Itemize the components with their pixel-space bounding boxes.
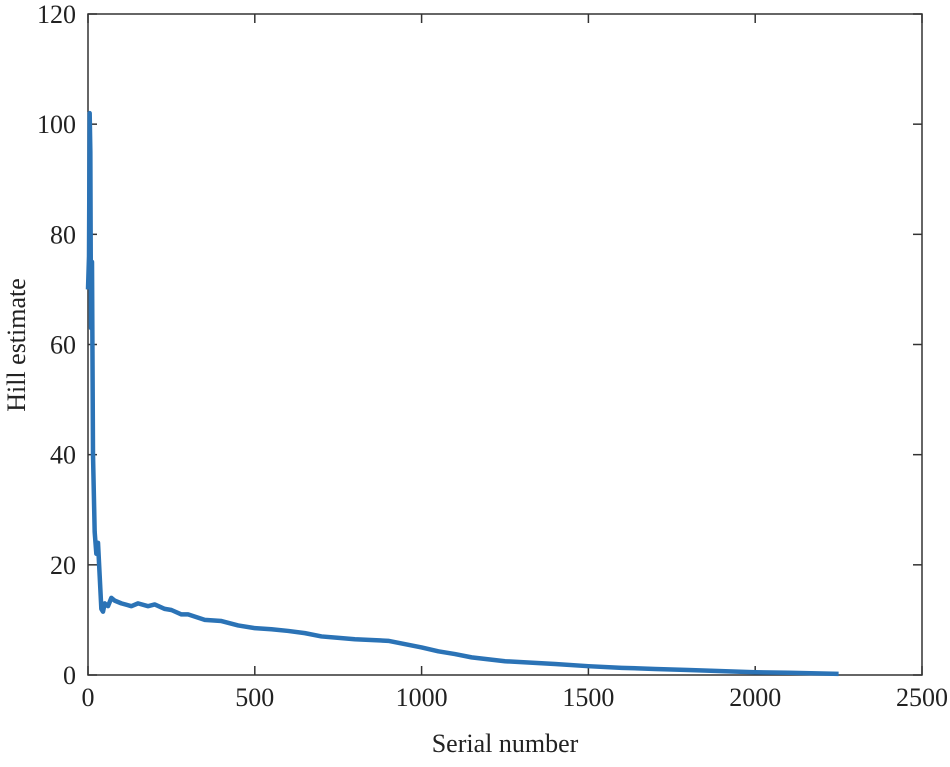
y-tick-label: 60: [50, 331, 76, 360]
y-axis-label: Hill estimate: [2, 278, 31, 412]
x-tick-label: 1500: [562, 683, 614, 712]
x-tick-label: 1000: [396, 683, 448, 712]
x-tick-label: 500: [235, 683, 274, 712]
y-tick-label: 40: [50, 441, 76, 470]
x-axis-label: Serial number: [432, 729, 579, 758]
x-tick-label: 2000: [729, 683, 781, 712]
y-tick-label: 100: [37, 110, 76, 139]
x-tick-label: 0: [82, 683, 95, 712]
y-tick-label: 120: [37, 0, 76, 29]
y-tick-label: 20: [50, 551, 76, 580]
data-line: [85, 110, 839, 677]
y-tick-label: 0: [63, 661, 76, 690]
y-tick-label: 80: [50, 220, 76, 249]
plot-frame: [87, 13, 923, 676]
x-tick-label: 2500: [896, 683, 948, 712]
